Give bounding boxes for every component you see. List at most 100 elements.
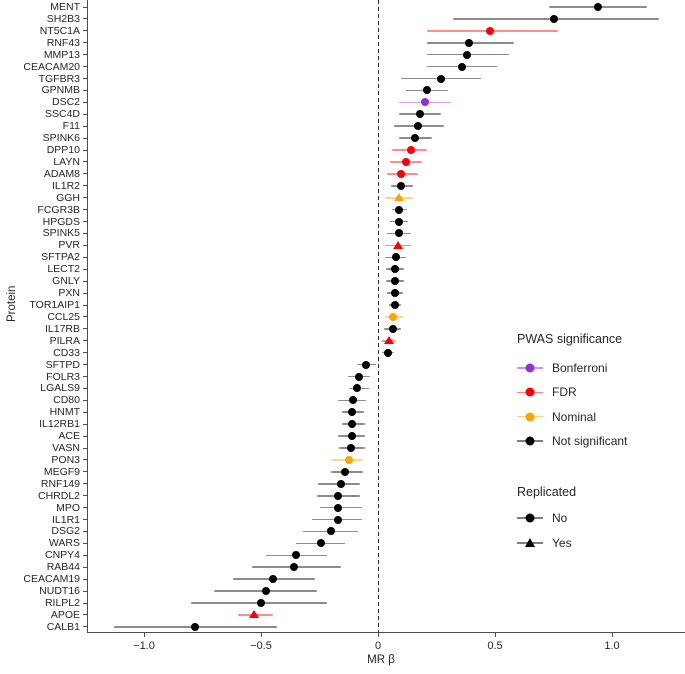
data-point-circle (362, 360, 371, 369)
y-tick (83, 89, 88, 91)
data-point-circle (395, 229, 404, 238)
y-tick (83, 590, 88, 592)
legend-item: FDR (517, 384, 577, 400)
data-point-circle (347, 432, 356, 441)
protein-label: F11 (62, 120, 80, 133)
data-point-circle (411, 134, 420, 143)
data-point-triangle (248, 610, 259, 619)
protein-label: RILPL2 (44, 597, 80, 609)
y-tick (83, 304, 88, 306)
protein-label: CALB1 (46, 620, 80, 633)
legend-key (517, 535, 543, 551)
data-point-circle (334, 503, 343, 512)
data-point-circle (347, 420, 356, 429)
protein-label: RNF43 (46, 36, 80, 49)
protein-label: DSG2 (51, 525, 80, 538)
legend-item-label: Yes (552, 536, 572, 550)
y-tick (83, 471, 88, 473)
x-tick (611, 633, 613, 637)
y-tick (83, 18, 88, 20)
data-point-circle (390, 289, 399, 298)
y-tick (83, 42, 88, 44)
data-point-circle (462, 50, 471, 59)
data-point-circle (437, 74, 446, 83)
y-tick (83, 101, 88, 103)
y-tick (83, 78, 88, 80)
data-point-circle (384, 348, 393, 357)
protein-label: NT5C1A (39, 24, 80, 37)
data-point-circle (420, 98, 429, 107)
y-tick (83, 423, 88, 425)
data-point-circle (413, 122, 422, 131)
y-tick (83, 280, 88, 282)
legend-item-label: FDR (552, 385, 577, 400)
y-tick (83, 566, 88, 568)
legend-item-label: Not significant (552, 433, 628, 448)
y-tick (83, 268, 88, 270)
protein-label: PON3 (51, 453, 80, 466)
y-tick (83, 602, 88, 604)
y-tick (83, 149, 88, 151)
protein-label: LECT2 (47, 263, 80, 276)
protein-label: ACE (58, 430, 80, 443)
data-point-circle (292, 551, 301, 560)
y-tick (83, 340, 88, 342)
data-point-circle (345, 455, 354, 464)
protein-label: PILRA (49, 334, 80, 347)
data-point-circle (593, 3, 602, 11)
data-point-circle (390, 301, 399, 309)
y-tick (83, 244, 88, 246)
data-point-circle (261, 587, 270, 596)
protein-label: CEACAM20 (23, 60, 80, 73)
y-tick (83, 209, 88, 211)
protein-label: CCL25 (47, 310, 80, 323)
protein-label: RNF149 (40, 477, 80, 490)
protein-label: MEGF9 (43, 465, 80, 478)
legend-key (517, 360, 543, 376)
y-tick (83, 328, 88, 330)
data-point-circle (395, 205, 404, 214)
protein-label: CEACAM19 (23, 573, 80, 586)
legend-triangle-icon (525, 538, 535, 548)
x-axis-title: MR β (367, 654, 395, 666)
legend-key (517, 433, 543, 449)
y-tick (83, 519, 88, 521)
data-point-circle (416, 110, 425, 119)
protein-label: PVR (58, 239, 80, 252)
legend-item-label: Bonferroni (552, 361, 608, 375)
protein-label: SPINK6 (42, 132, 80, 145)
y-tick (83, 376, 88, 378)
x-tick-label: 0 (374, 640, 382, 652)
y-tick (83, 113, 88, 115)
y-tick (83, 54, 88, 56)
data-point-triangle (383, 336, 394, 345)
data-point-circle (549, 14, 558, 23)
data-point-circle (349, 396, 358, 405)
protein-label: FCGR3B (37, 203, 80, 216)
protein-label: CD80 (53, 394, 80, 407)
y-tick (83, 232, 88, 234)
y-tick (83, 161, 88, 163)
x-tick (260, 633, 262, 637)
protein-label: CNPY4 (44, 549, 80, 562)
data-point-circle (465, 38, 474, 47)
protein-label: DSC2 (51, 96, 80, 109)
data-point-circle (268, 575, 277, 584)
y-tick (83, 435, 88, 437)
legend-key (517, 510, 543, 526)
y-tick (83, 483, 88, 485)
data-point-circle (395, 217, 404, 226)
data-point-circle (348, 408, 357, 417)
data-point-circle (390, 277, 399, 286)
y-tick (83, 507, 88, 509)
y-axis-line (87, 0, 88, 633)
protein-label: SFTPA2 (41, 251, 80, 264)
data-point-circle (352, 384, 361, 393)
protein-label: SPINK5 (42, 227, 80, 240)
protein-label: PXN (58, 287, 80, 300)
y-tick (83, 125, 88, 127)
x-tick-label: −0.5 (250, 640, 272, 652)
protein-label: WARS (48, 537, 80, 550)
data-point-circle (347, 444, 356, 453)
